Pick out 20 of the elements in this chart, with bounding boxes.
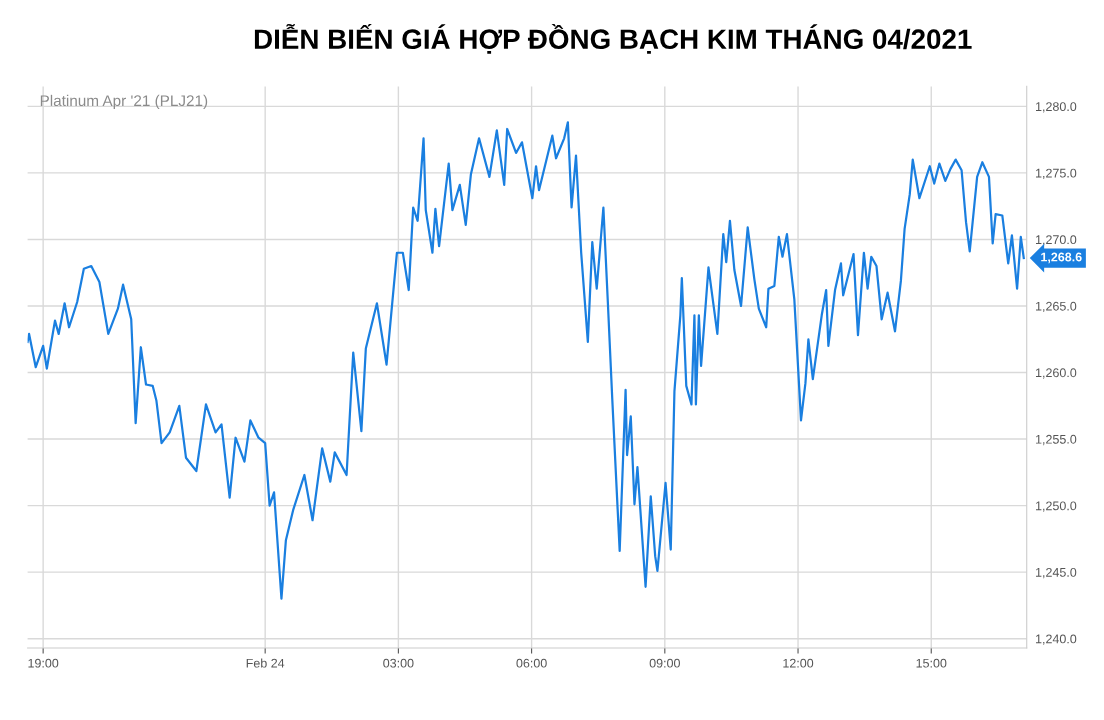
x-tick-label: 03:00 <box>383 658 414 668</box>
x-tick-label: 19:00 <box>28 658 59 668</box>
x-tick-label: Feb 24 <box>246 658 285 668</box>
line-series <box>27 121 1025 600</box>
y-tick-label: 1,280.0 <box>1036 102 1077 113</box>
y-tick-label: 1,275.0 <box>1036 168 1077 180</box>
y-tick-label: 1,250.0 <box>1036 501 1077 512</box>
x-tick-label: 09:00 <box>649 658 680 668</box>
chart-title: DIỄN BIẾN GIÁ HỢP ĐỒNG BẠCH KIM THÁNG 04/2021 <box>254 23 972 54</box>
x-tick-label: 15:00 <box>916 658 947 668</box>
y-tick-label: 1,255.0 <box>1036 434 1077 446</box>
y-tick-label: 1,245.0 <box>1036 567 1077 579</box>
x-tick-label: 06:00 <box>516 658 547 668</box>
x-tick-label: 12:00 <box>783 658 814 668</box>
y-tick-label: 1,240.0 <box>1036 634 1077 645</box>
y-tick-label: 1,260.0 <box>1036 368 1077 379</box>
y-tick-label: 1,265.0 <box>1036 301 1077 313</box>
annotation: 1,268.6 <box>1041 252 1082 264</box>
y-tick-label: 1,270.0 <box>1036 235 1077 246</box>
text: Platinum Apr '21 (PLJ21) <box>40 94 208 110</box>
